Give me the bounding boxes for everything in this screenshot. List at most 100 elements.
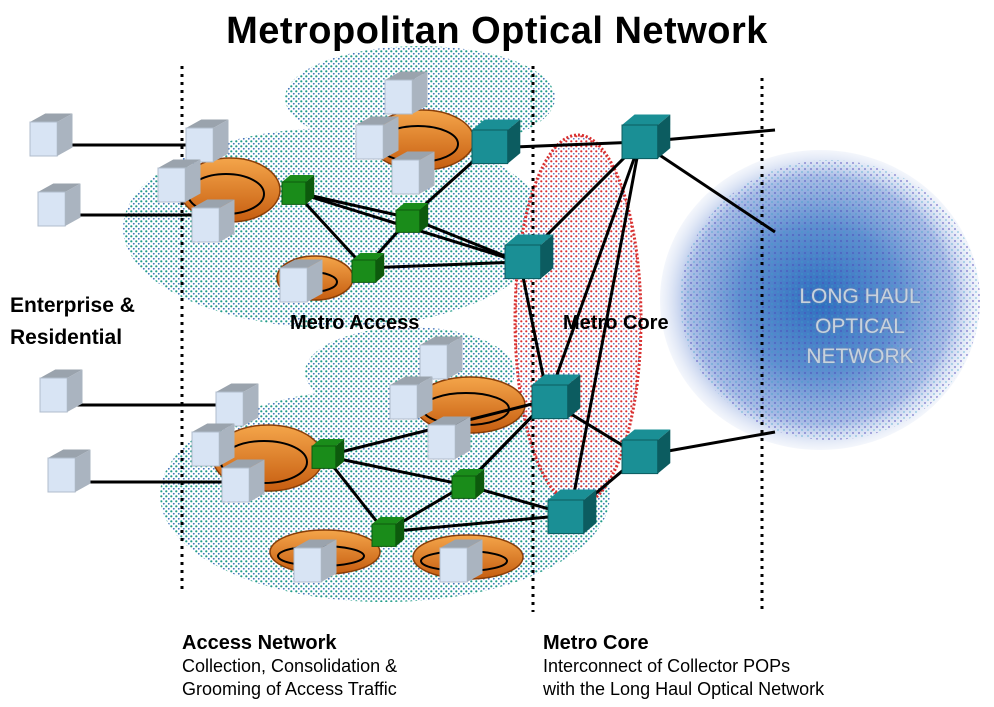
switch-top [372, 517, 405, 524]
endpoint-top [420, 336, 463, 345]
network-switch [451, 469, 485, 499]
endpoint-device [191, 423, 235, 467]
region-dividers [180, 66, 764, 612]
switch-top [352, 253, 385, 260]
endpoint-top [440, 539, 483, 548]
switch-front [451, 475, 477, 499]
endpoint-top [40, 369, 83, 378]
switch-front [281, 181, 307, 205]
endpoint-side [67, 369, 83, 412]
endpoint-front [355, 124, 384, 160]
endpoint-side [383, 116, 399, 159]
endpoint-top [390, 376, 433, 385]
endpoint-front [47, 457, 76, 493]
endpoint-side [65, 183, 81, 226]
metro-core-label: Metro Core [563, 312, 669, 334]
switch-side [395, 517, 405, 547]
endpoint-device [191, 199, 235, 243]
network-switch [371, 517, 405, 547]
endpoint-front [391, 159, 420, 195]
side-label-line: Residential [10, 326, 123, 349]
endpoint-side [185, 159, 201, 202]
caption-line: Collection, Consolidation & [182, 656, 398, 676]
endpoint-top [216, 383, 259, 392]
endpoint-front [39, 377, 68, 413]
long-haul-label: LONG HAUL OPTICAL NETWORK [760, 282, 960, 372]
endpoint-side [447, 336, 463, 379]
caption-line: with the Long Haul Optical Network [543, 679, 825, 699]
network-switch [621, 429, 671, 475]
endpoint-side [321, 539, 337, 582]
switch-top [532, 374, 581, 385]
endpoint-top [186, 119, 229, 128]
switch-side [583, 489, 597, 534]
endpoint-device [37, 183, 81, 227]
switch-side [540, 234, 554, 279]
endpoint-front [293, 547, 322, 583]
endpoint-side [249, 459, 265, 502]
endpoint-device [419, 336, 463, 380]
switch-side [419, 203, 429, 233]
endpoint-front [439, 547, 468, 583]
enterprise-residential-label: Enterprise & Residential [10, 290, 135, 354]
metro-core-caption: Metro Core Interconnect of Collector POP… [543, 632, 824, 701]
switch-side [657, 429, 671, 474]
switch-side [305, 175, 315, 205]
network-link [364, 260, 521, 270]
switch-side [507, 119, 521, 164]
endpoint-front [384, 79, 413, 115]
switch-front [311, 445, 337, 469]
switch-front [395, 209, 421, 233]
switch-top [505, 234, 554, 245]
switch-front [371, 523, 397, 547]
access-network-caption: Access Network Collection, Consolidation… [182, 632, 397, 701]
network-link [409, 216, 521, 264]
endpoint-side [455, 416, 471, 459]
endpoint-front [191, 207, 220, 243]
endpoint-top [280, 259, 323, 268]
endpoint-side [467, 539, 483, 582]
metro-access-label: Metro Access [290, 312, 420, 334]
network-switch [621, 114, 671, 160]
endpoint-side [243, 383, 259, 426]
caption-line: Grooming of Access Traffic [182, 679, 397, 699]
switch-side [375, 253, 385, 283]
network-link [568, 141, 642, 516]
endpoint-top [192, 423, 235, 432]
endpoint-side [75, 449, 91, 492]
endpoint-front [29, 121, 58, 157]
endpoint-front [185, 127, 214, 163]
long-haul-cloud [660, 150, 980, 450]
endpoint-side [417, 376, 433, 419]
endpoint-top [192, 199, 235, 208]
switch-front [471, 129, 509, 165]
endpoint-top [294, 539, 337, 548]
endpoint-side [219, 423, 235, 466]
switch-top [472, 119, 521, 130]
caption-heading: Metro Core [543, 632, 649, 654]
endpoint-side [213, 119, 229, 162]
endpoint-top [38, 183, 81, 192]
endpoint-front [279, 267, 308, 303]
endpoint-device [215, 383, 259, 427]
endpoint-device [185, 119, 229, 163]
endpoint-side [412, 71, 428, 114]
switch-front [547, 499, 585, 535]
endpoint-top [30, 113, 73, 122]
endpoint-front [37, 191, 66, 227]
diagram-title: Metropolitan Optical Network [226, 10, 768, 52]
switch-front [504, 244, 542, 280]
endpoint-device [39, 369, 83, 413]
switch-front [621, 439, 659, 475]
endpoint-device [389, 376, 433, 420]
endpoint-device [384, 71, 428, 115]
endpoint-device [391, 151, 435, 195]
switch-top [312, 439, 345, 446]
endpoint-device [355, 116, 399, 160]
switch-front [621, 124, 659, 160]
endpoint-device [47, 449, 91, 493]
endpoint-device [29, 113, 73, 157]
network-link [546, 141, 642, 401]
